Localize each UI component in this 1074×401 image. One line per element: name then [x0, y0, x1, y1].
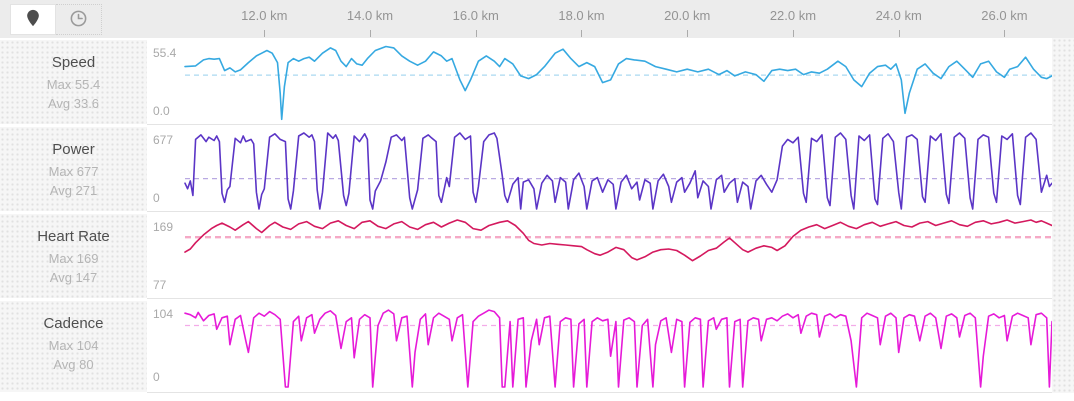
metric-title: Cadence	[43, 315, 104, 332]
metric-title: Power	[52, 141, 95, 158]
sidebar-row-cadence: Cadence Max 104 Avg 80	[0, 299, 147, 393]
y-axis-min-label: 0.0	[153, 104, 170, 118]
metric-max: Max 169	[48, 251, 99, 266]
y-axis-max-label: 55.4	[153, 46, 177, 60]
y-axis-min-label: 0	[153, 370, 160, 384]
plot-right-gutter	[1052, 38, 1074, 393]
speed-chart-row: 55.4 0.0	[147, 38, 1074, 125]
cadence-chart-plot[interactable]	[147, 299, 1074, 393]
y-axis-min-label: 0	[153, 191, 160, 205]
axis-tick-label: 18.0 km	[558, 8, 605, 23]
metric-title: Heart Rate	[37, 228, 110, 245]
axis-tick-label: 24.0 km	[875, 8, 922, 23]
heart-rate-chart-row: 169 77	[147, 212, 1074, 299]
metric-max: Max 677	[48, 164, 99, 179]
map-pin-icon	[26, 9, 40, 30]
speed-chart-plot[interactable]	[147, 38, 1074, 125]
axis-tick	[581, 30, 583, 37]
axis-mode-toggle	[10, 4, 102, 35]
axis-tick-label: 12.0 km	[241, 8, 288, 23]
y-axis-min-label: 77	[153, 278, 167, 292]
metric-max: Max 104	[48, 338, 99, 353]
next-row-edge	[0, 393, 1074, 401]
series-line	[184, 45, 1053, 121]
axis-tick	[264, 30, 266, 37]
y-axis-max-label: 677	[153, 133, 174, 147]
axis-tick-label: 20.0 km	[664, 8, 711, 23]
series-line	[184, 219, 1053, 262]
metric-avg: Avg 271	[49, 183, 98, 198]
metrics-sidebar: Speed Max 55.4 Avg 33.6 Power Max 677 Av…	[0, 38, 147, 393]
axis-tick	[475, 30, 477, 37]
axis-tick	[687, 30, 689, 37]
cadence-chart-row: 104 0	[147, 299, 1074, 393]
heart-rate-chart-plot[interactable]	[147, 212, 1074, 299]
power-chart-plot[interactable]	[147, 125, 1074, 212]
sidebar-row-heart-rate: Heart Rate Max 169 Avg 147	[0, 212, 147, 299]
series-line	[184, 132, 1053, 210]
axis-tick	[370, 30, 372, 37]
sidebar-row-power: Power Max 677 Avg 271	[0, 125, 147, 212]
metric-title: Speed	[51, 54, 96, 71]
chart-toolbar: 12.0 km 14.0 km 16.0 km 18.0 km 20.0 km 22.0 …	[0, 0, 1074, 38]
axis-tick-label: 14.0 km	[346, 8, 394, 23]
time-axis-button[interactable]	[56, 4, 102, 35]
sidebar-row-speed: Speed Max 55.4 Avg 33.6	[0, 38, 147, 125]
distance-axis-button[interactable]	[10, 4, 56, 35]
y-axis-max-label: 104	[153, 307, 174, 321]
chart-column: 55.4 0.0 677 0 169 77 104 0	[147, 38, 1074, 393]
y-axis-max-label: 169	[153, 220, 174, 234]
metric-avg: Avg 80	[53, 357, 94, 372]
axis-tick	[792, 30, 794, 37]
axis-tick	[898, 30, 900, 37]
metric-avg: Avg 33.6	[47, 96, 100, 111]
power-chart-row: 677 0	[147, 125, 1074, 212]
metric-max: Max 55.4	[46, 77, 101, 92]
axis-tick-label: 16.0 km	[452, 8, 499, 23]
axis-tick-label: 22.0 km	[769, 8, 817, 23]
clock-icon	[69, 9, 88, 31]
series-line	[184, 309, 1053, 388]
axis-tick	[1004, 30, 1006, 37]
axis-tick-label: 26.0 km	[981, 8, 1028, 23]
metric-avg: Avg 147	[49, 270, 98, 285]
charts-area: Speed Max 55.4 Avg 33.6 Power Max 677 Av…	[0, 38, 1074, 393]
